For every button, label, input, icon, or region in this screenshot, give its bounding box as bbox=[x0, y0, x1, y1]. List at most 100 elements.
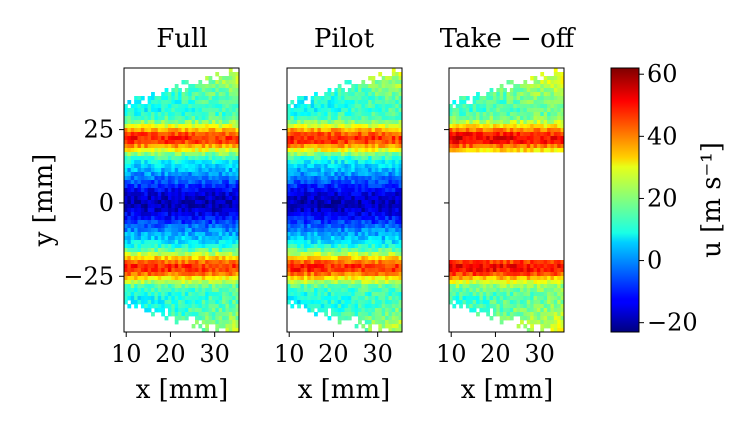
heatmap-cell bbox=[371, 192, 376, 197]
heatmap-cell bbox=[486, 100, 490, 105]
heatmap-cell bbox=[381, 272, 386, 277]
heatmap-cell bbox=[191, 128, 196, 133]
heatmap-cell bbox=[222, 252, 226, 257]
heatmap-cell bbox=[324, 216, 328, 221]
heatmap-cell bbox=[201, 128, 206, 133]
heatmap-cell bbox=[167, 176, 172, 181]
heatmap-cell bbox=[161, 168, 165, 173]
heatmap-cell bbox=[154, 268, 159, 273]
heatmap-cell bbox=[307, 164, 312, 169]
heatmap-cell bbox=[513, 120, 518, 125]
heatmap-cell bbox=[307, 236, 312, 241]
heatmap-cell bbox=[337, 316, 342, 321]
heatmap-cell bbox=[287, 200, 291, 205]
heatmap-cell bbox=[161, 100, 165, 105]
heatmap-cell bbox=[164, 252, 169, 257]
heatmap-cell bbox=[388, 148, 393, 153]
heatmap-cell bbox=[167, 168, 172, 173]
heatmap-cell bbox=[287, 204, 291, 209]
heatmap-cell bbox=[462, 132, 467, 137]
heatmap-cell bbox=[516, 104, 521, 109]
heatmap-cell bbox=[188, 280, 193, 285]
heatmap-cell bbox=[536, 316, 541, 321]
heatmap-cell bbox=[314, 280, 318, 285]
heatmap-cell bbox=[465, 140, 470, 145]
heatmap-cell bbox=[334, 196, 339, 201]
heatmap-cell bbox=[293, 228, 298, 233]
heatmap-cell bbox=[398, 72, 403, 77]
heatmap-cell bbox=[297, 104, 301, 109]
heatmap-cell bbox=[374, 168, 379, 173]
heatmap-cell bbox=[184, 124, 189, 129]
heatmap-cell bbox=[499, 320, 504, 325]
heatmap-cell bbox=[164, 108, 169, 113]
heatmap-cell bbox=[550, 148, 555, 153]
heatmap-cell bbox=[130, 176, 135, 181]
heatmap-cell bbox=[465, 116, 470, 121]
heatmap-cell bbox=[381, 100, 386, 105]
heatmap-cell bbox=[317, 164, 322, 169]
heatmap-cell bbox=[462, 124, 467, 129]
heatmap-cell bbox=[300, 292, 305, 297]
heatmap-cell bbox=[151, 112, 155, 117]
heatmap-cell bbox=[164, 184, 169, 189]
heatmap-cell bbox=[388, 152, 393, 157]
heatmap-cell bbox=[351, 256, 356, 261]
heatmap-cell bbox=[371, 308, 376, 313]
heatmap-cell bbox=[310, 100, 315, 105]
heatmap-cell bbox=[320, 284, 325, 289]
heatmap-cell bbox=[310, 280, 315, 285]
heatmap-cell bbox=[178, 172, 182, 177]
heatmap-cell bbox=[140, 176, 145, 181]
heatmap-cell bbox=[144, 276, 149, 281]
heatmap-cell bbox=[550, 92, 555, 97]
heatmap-cell bbox=[344, 220, 349, 225]
heatmap-cell bbox=[347, 172, 352, 177]
heatmap-cell bbox=[465, 296, 470, 301]
heatmap-cell bbox=[374, 200, 379, 205]
heatmap-cell bbox=[492, 288, 497, 293]
heatmap-cell bbox=[195, 248, 199, 253]
heatmap-cell bbox=[347, 244, 352, 249]
heatmap-cell bbox=[557, 112, 562, 117]
heatmap-cell bbox=[337, 140, 342, 145]
heatmap-cell bbox=[144, 256, 149, 261]
heatmap-cell bbox=[344, 184, 349, 189]
heatmap-cell bbox=[330, 256, 335, 261]
heatmap-cell bbox=[191, 280, 196, 285]
heatmap-cell bbox=[351, 284, 356, 289]
heatmap-cell bbox=[211, 196, 216, 201]
heatmap-cell bbox=[388, 184, 393, 189]
heatmap-cell bbox=[469, 276, 474, 281]
heatmap-cell bbox=[344, 124, 349, 129]
heatmap-cell bbox=[513, 276, 518, 281]
heatmap-cell bbox=[178, 248, 182, 253]
heatmap-cell bbox=[378, 212, 383, 217]
heatmap-cell bbox=[496, 300, 501, 305]
heatmap-cell bbox=[232, 308, 237, 313]
heatmap-cell bbox=[167, 184, 172, 189]
heatmap-cell bbox=[526, 300, 531, 305]
heatmap-cell bbox=[161, 240, 165, 245]
heatmap-cell bbox=[181, 128, 186, 133]
heatmap-cell bbox=[198, 168, 203, 173]
heatmap-cell bbox=[388, 168, 393, 173]
heatmap-cell bbox=[300, 120, 305, 125]
heatmap-cell bbox=[157, 268, 162, 273]
heatmap-cell bbox=[388, 200, 393, 205]
heatmap-cell bbox=[307, 124, 312, 129]
heatmap-cell bbox=[211, 152, 216, 157]
heatmap-cell bbox=[476, 296, 480, 301]
heatmap-cell bbox=[398, 264, 403, 269]
heatmap-cell bbox=[347, 188, 352, 193]
heatmap-cell bbox=[144, 240, 149, 245]
heatmap-cell bbox=[526, 316, 531, 321]
heatmap-cell bbox=[547, 84, 551, 89]
heatmap-cell bbox=[378, 184, 383, 189]
heatmap-cell bbox=[320, 220, 325, 225]
heatmap-cell bbox=[361, 128, 366, 133]
heatmap-cell bbox=[472, 264, 477, 269]
heatmap-cell bbox=[334, 100, 339, 105]
heatmap-cell bbox=[368, 296, 372, 301]
heatmap-cell bbox=[371, 284, 376, 289]
